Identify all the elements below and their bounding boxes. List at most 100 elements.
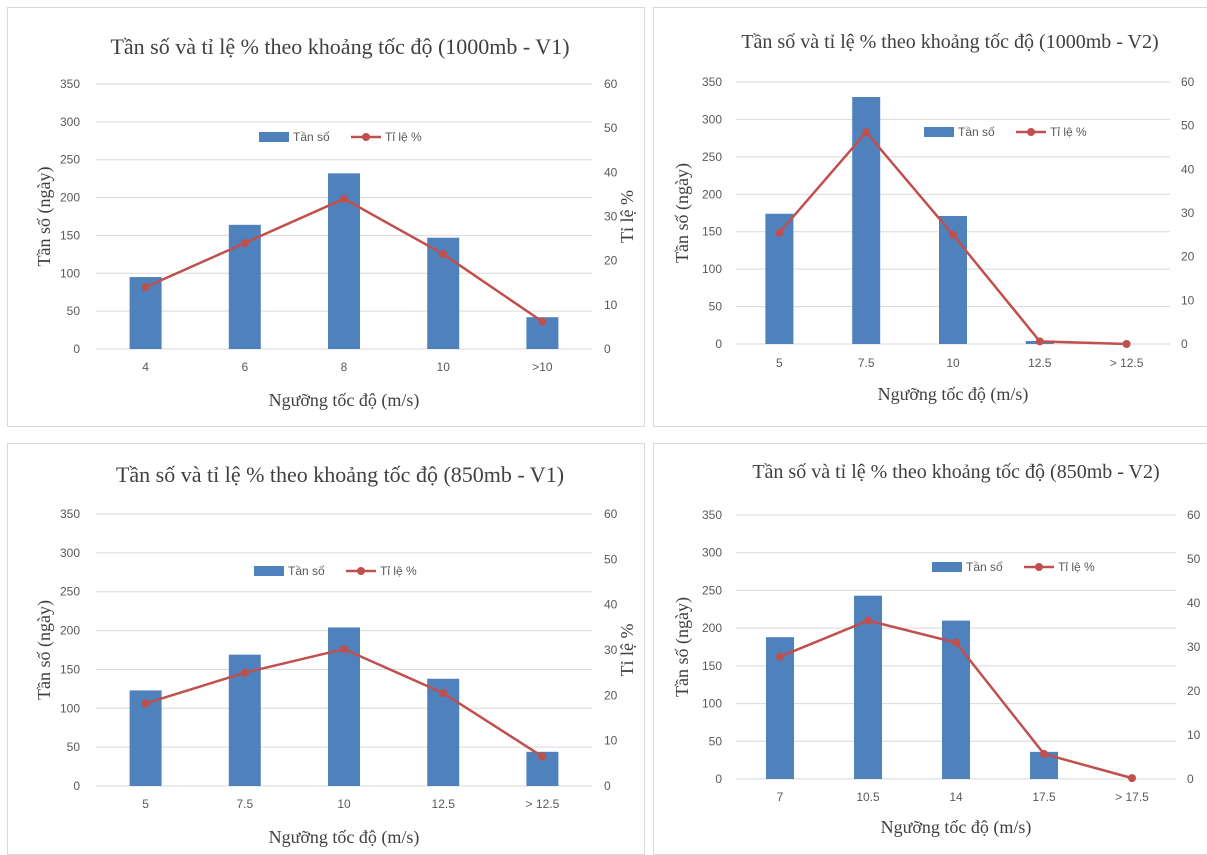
x-tick-label: 12.5 xyxy=(1028,356,1052,370)
y-tick-label: 350 xyxy=(60,77,80,91)
percent-point xyxy=(340,195,348,203)
y-tick-label: 100 xyxy=(60,266,80,280)
legend-marker xyxy=(1027,128,1035,136)
x-tick-label: 14 xyxy=(949,790,963,804)
y-tick-label: 250 xyxy=(702,150,722,164)
y-tick-label: 350 xyxy=(60,507,80,521)
y2-axis-title: Tỉ lệ % xyxy=(617,190,637,243)
y2-tick-label: 50 xyxy=(1181,119,1195,133)
percent-point xyxy=(538,318,546,326)
y2-tick-label: 0 xyxy=(604,342,611,356)
y-tick-label: 200 xyxy=(60,624,80,638)
x-tick-label: 17.5 xyxy=(1032,790,1056,804)
x-axis-title: Ngưỡng tốc độ (m/s) xyxy=(878,384,1029,405)
y-tick-label: 350 xyxy=(702,75,722,89)
legend-bar-swatch xyxy=(259,132,289,142)
x-tick-label: 5 xyxy=(776,356,783,370)
y2-tick-label: 10 xyxy=(604,298,618,312)
x-tick-label: 12.5 xyxy=(432,797,456,811)
x-tick-label: >10 xyxy=(532,360,553,374)
x-tick-label: 7.5 xyxy=(858,356,875,370)
percent-point xyxy=(952,639,960,647)
y2-tick-label: 10 xyxy=(1187,728,1201,742)
percent-point xyxy=(439,689,447,697)
chart-panel-1000mb-v1: Tần số và tỉ lệ % theo khoảng tốc độ (10… xyxy=(7,7,645,427)
legend-marker xyxy=(357,567,365,575)
legend: Tần số Tỉ lệ % xyxy=(259,130,422,144)
chart-panel-850mb-v1: Tần số và tỉ lệ % theo khoảng tốc độ (85… xyxy=(7,443,645,855)
legend-bar-swatch xyxy=(254,566,284,576)
legend-label-percent: Tỉ lệ % xyxy=(380,564,417,578)
chart-svg: Tần số và tỉ lệ % theo khoảng tốc độ (10… xyxy=(8,8,645,427)
legend-bar-swatch xyxy=(924,127,954,137)
legend: Tần số Tỉ lệ % xyxy=(924,125,1087,139)
y2-tick-label: 40 xyxy=(604,598,618,612)
y-tick-label: 100 xyxy=(60,701,80,715)
y-tick-label: 150 xyxy=(60,662,80,676)
x-tick-label: 5 xyxy=(142,797,149,811)
percent-point xyxy=(142,699,150,707)
x-tick-label: > 12.5 xyxy=(526,797,560,811)
y-tick-label: 150 xyxy=(702,225,722,239)
legend-label-frequency: Tần số xyxy=(966,560,1003,574)
y2-tick-label: 60 xyxy=(604,507,618,521)
y-tick-label: 300 xyxy=(60,546,80,560)
chart-svg: Tần số và tỉ lệ % theo khoảng tốc độ (85… xyxy=(8,444,645,855)
y2-tick-label: 0 xyxy=(1181,337,1188,351)
x-tick-label: 7 xyxy=(777,790,784,804)
x-tick-label: 10 xyxy=(946,356,960,370)
y2-tick-label: 10 xyxy=(604,734,618,748)
x-axis-title: Ngưỡng tốc độ (m/s) xyxy=(269,390,420,411)
legend: Tần số Tỉ lệ % xyxy=(932,560,1095,574)
y2-tick-label: 60 xyxy=(1181,75,1195,89)
y2-tick-label: 60 xyxy=(604,77,618,91)
y-tick-label: 200 xyxy=(702,187,722,201)
x-tick-label: 4 xyxy=(142,360,149,374)
x-tick-label: 10.5 xyxy=(856,790,880,804)
percent-point xyxy=(1123,340,1131,348)
y2-tick-label: 30 xyxy=(604,643,618,657)
chart-title: Tần số và tỉ lệ % theo khoảng tốc độ (10… xyxy=(741,31,1158,53)
legend-label-percent: Tỉ lệ % xyxy=(1058,560,1095,574)
legend-marker xyxy=(1035,563,1043,571)
y-tick-label: 0 xyxy=(715,337,722,351)
x-tick-label: 8 xyxy=(341,360,348,374)
y-axis-title: Tần số (ngày) xyxy=(34,600,55,700)
y-tick-label: 0 xyxy=(73,779,80,793)
x-tick-label: > 12.5 xyxy=(1110,356,1144,370)
percent-point xyxy=(776,653,784,661)
x-tick-label: > 17.5 xyxy=(1115,790,1149,804)
y-axis-title: Tần số (ngày) xyxy=(672,597,693,697)
chart-svg: Tần số và tỉ lệ % theo khoảng tốc độ (10… xyxy=(654,8,1207,427)
y-tick-label: 300 xyxy=(60,115,80,129)
y-tick-label: 300 xyxy=(702,112,722,126)
x-tick-label: 10 xyxy=(337,797,351,811)
y2-tick-label: 20 xyxy=(604,254,618,268)
y-tick-label: 300 xyxy=(702,546,722,560)
y2-tick-label: 20 xyxy=(1187,684,1201,698)
percent-point xyxy=(1036,337,1044,345)
x-axis-title: Ngưỡng tốc độ (m/s) xyxy=(269,827,420,848)
y-tick-label: 50 xyxy=(67,740,81,754)
percent-point xyxy=(241,239,249,247)
percent-point xyxy=(775,229,783,237)
y-axis-title: Tần số (ngày) xyxy=(672,163,693,263)
y-tick-label: 200 xyxy=(702,621,722,635)
y2-tick-label: 10 xyxy=(1181,293,1195,307)
percent-point xyxy=(862,128,870,136)
y2-axis-title: Tỉ lệ % xyxy=(617,624,637,677)
x-axis-title: Ngưỡng tốc độ (m/s) xyxy=(881,817,1032,838)
y-tick-label: 200 xyxy=(60,191,80,205)
chart-panel-1000mb-v2: Tần số và tỉ lệ % theo khoảng tốc độ (10… xyxy=(653,7,1207,427)
percent-point xyxy=(142,283,150,291)
y2-tick-label: 40 xyxy=(1187,596,1201,610)
legend: Tần số Tỉ lệ % xyxy=(254,564,417,578)
percent-point xyxy=(1040,750,1048,758)
percent-point xyxy=(241,669,249,677)
y2-tick-label: 50 xyxy=(604,121,618,135)
percent-point xyxy=(949,231,957,239)
y-tick-label: 150 xyxy=(702,659,722,673)
y2-tick-label: 0 xyxy=(604,779,611,793)
y2-tick-label: 50 xyxy=(604,552,618,566)
y-tick-label: 350 xyxy=(702,508,722,522)
